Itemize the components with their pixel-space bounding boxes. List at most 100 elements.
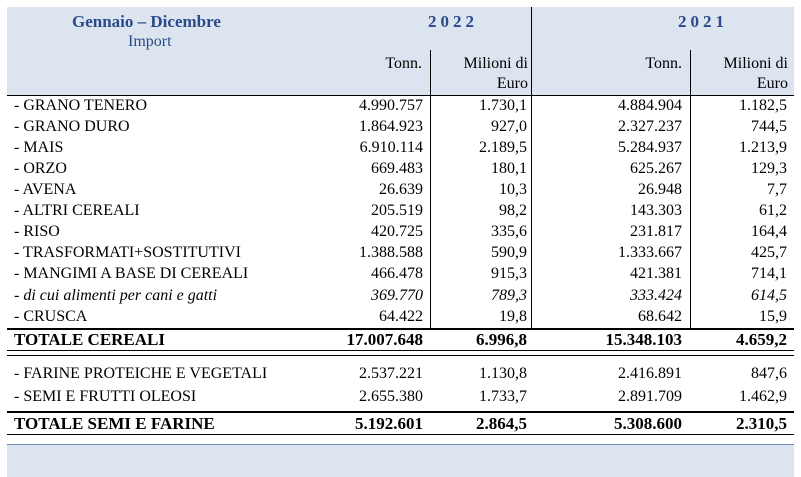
euro-2021: 1.182,5: [739, 97, 787, 114]
euro-2022: 789,3: [491, 287, 527, 304]
row-label: TOTALE SEMI E FARINE: [14, 414, 215, 433]
euro-2022: 335,6: [491, 223, 527, 240]
type-label: Import: [128, 33, 172, 50]
semi-top-line: [7, 355, 794, 356]
row-label: - CRUSCA: [14, 308, 88, 325]
row-label: TOTALE CEREALI: [14, 330, 165, 349]
table-row: - MANGIMI A BASE DI CEREALI 466.478 915,3 4…: [7, 265, 794, 286]
header-line: [7, 95, 794, 96]
euro-2021: 15,9: [759, 308, 787, 325]
tonn-2021: 26.948: [638, 181, 682, 198]
euro-2022: 1.730,1: [479, 97, 527, 114]
euro-2021: 4.659,2: [736, 330, 787, 349]
table-row: - ALTRI CEREALI 205.519 98,2 143.303 61,2: [7, 202, 794, 223]
euro-2021: 7,7: [767, 181, 787, 198]
euro-2022: 6.996,8: [476, 330, 527, 349]
tonn-2021: 1.333.667: [618, 244, 682, 261]
cereali-bottom-line: [7, 350, 794, 351]
tonn-2021: 2.327.237: [618, 118, 682, 135]
year-2022: 2022: [428, 12, 478, 31]
table-row: - GRANO TENERO 4.990.757 1.730,1 4.884.904 1…: [7, 97, 794, 118]
table-row: - MAIS 6.910.114 2.189,5 5.284.937 1.213,9: [7, 139, 794, 160]
table-row: - SEMI E FRUTTI OLEOSI 2.655.380 1.733,7 2.…: [7, 388, 794, 409]
euro-2021: 425,7: [751, 244, 787, 261]
euro-2021: 847,6: [751, 365, 787, 382]
euro-2022: 98,2: [499, 202, 527, 219]
tonn-2022: 420.725: [371, 223, 423, 240]
row-label: - GRANO DURO: [14, 118, 130, 135]
tonn-2021: 5.284.937: [618, 139, 682, 156]
row-label: - ALTRI CEREALI: [14, 202, 140, 219]
tonn-2022: 2.537.221: [359, 365, 423, 382]
table-row: - ORZO 669.483 180,1 625.267 129,3: [7, 160, 794, 181]
row-label: - MAIS: [14, 139, 64, 156]
tonn-2022: 5.192.601: [355, 414, 423, 433]
row-label: - AVENA: [14, 181, 77, 198]
row-label: - RISO: [14, 223, 60, 240]
table-row: - AVENA 26.639 10,3 26.948 7,7: [7, 181, 794, 202]
tonn-2021: 333.424: [630, 287, 682, 304]
euro-2022: 19,8: [499, 308, 527, 325]
euro-2021: 1.462,9: [739, 388, 787, 405]
vline-2: [531, 7, 532, 329]
tonn-2022: 17.007.648: [346, 330, 424, 349]
euro-2022: 590,9: [491, 244, 527, 261]
semi-total-bottom-line: [7, 434, 794, 435]
table-row: - GRANO DURO 1.864.923 927,0 2.327.237 744,5: [7, 118, 794, 139]
col-milioni-2022: Milioni di Euro: [463, 55, 528, 92]
tonn-2022: 2.655.380: [359, 388, 423, 405]
table-row: - TRASFORMATI+SOSTITUTIVI 1.388.588 590,9 1…: [7, 244, 794, 265]
euro-2021: 129,3: [751, 160, 787, 177]
table-row: - di cui alimenti per cani e gatti 369.77…: [7, 287, 794, 308]
row-label: - MANGIMI A BASE DI CEREALI: [14, 265, 249, 282]
row-label: - TRASFORMATI+SOSTITUTIVI: [14, 244, 241, 261]
row-label: - SEMI E FRUTTI OLEOSI: [14, 388, 197, 405]
header-band: [7, 7, 794, 95]
tonn-2022: 1.388.588: [359, 244, 423, 261]
tonn-2022: 369.770: [371, 287, 423, 304]
tonn-2021: 2.416.891: [618, 365, 682, 382]
vline-1: [430, 50, 431, 329]
euro-2022: 2.864,5: [476, 414, 527, 433]
table-row: - RISO 420.725 335,6 231.817 164,4: [7, 223, 794, 244]
col-tonn-2022: Tonn.: [385, 55, 422, 72]
row-label: - ORZO: [14, 160, 67, 177]
euro-2021: 614,5: [751, 287, 787, 304]
euro-2022: 2.189,5: [479, 139, 527, 156]
complessivo-top-line: [7, 444, 794, 445]
cereali-top-line: [7, 328, 794, 330]
table-row: - FARINE PROTEICHE E VEGETALI 2.537.221 1.…: [7, 365, 794, 386]
year-2021: 2021: [678, 12, 728, 31]
tonn-2022: 1.864.923: [359, 118, 423, 135]
table-row: - CRUSCA 64.422 19,8 68.642 15,9: [7, 308, 794, 329]
tonn-2021: 625.267: [630, 160, 682, 177]
tonn-2022: 6.910.114: [359, 139, 423, 156]
tonn-2021: 15.348.103: [605, 330, 683, 349]
col-tonn-2021: Tonn.: [645, 55, 682, 72]
euro-2022: 915,3: [491, 265, 527, 282]
row-label: - FARINE PROTEICHE E VEGETALI: [14, 365, 268, 382]
row-label: - GRANO TENERO: [14, 97, 148, 114]
euro-2021: 1.213,9: [739, 139, 787, 156]
euro-2022: 1.733,7: [479, 388, 527, 405]
complessivo-band: [7, 444, 794, 477]
row-label: - di cui alimenti per cani e gatti: [14, 287, 218, 304]
euro-2021: 744,5: [751, 118, 787, 135]
tonn-2022: 4.990.757: [359, 97, 423, 114]
semi-total-top-line: [7, 411, 794, 413]
tonn-2021: 5.308.600: [614, 414, 682, 433]
euro-2021: 714,1: [751, 265, 787, 282]
tonn-2021: 143.303: [630, 202, 682, 219]
tonn-2021: 2.891.709: [618, 388, 682, 405]
euro-2021: 2.310,5: [736, 414, 787, 433]
tonn-2021: 231.817: [630, 223, 682, 240]
vline-3: [690, 50, 691, 329]
total-cereali-row: TOTALE CEREALI 17.007.648 6.996,8 15.348.10…: [7, 330, 794, 351]
euro-2022: 927,0: [491, 118, 527, 135]
tonn-2022: 205.519: [371, 202, 423, 219]
euro-2022: 180,1: [491, 160, 527, 177]
total-semi-row: TOTALE SEMI E FARINE 5.192.601 2.864,5 5.30…: [7, 414, 794, 435]
tonn-2022: 669.483: [371, 160, 423, 177]
tonn-2021: 68.642: [638, 308, 682, 325]
tonn-2022: 64.422: [379, 308, 423, 325]
